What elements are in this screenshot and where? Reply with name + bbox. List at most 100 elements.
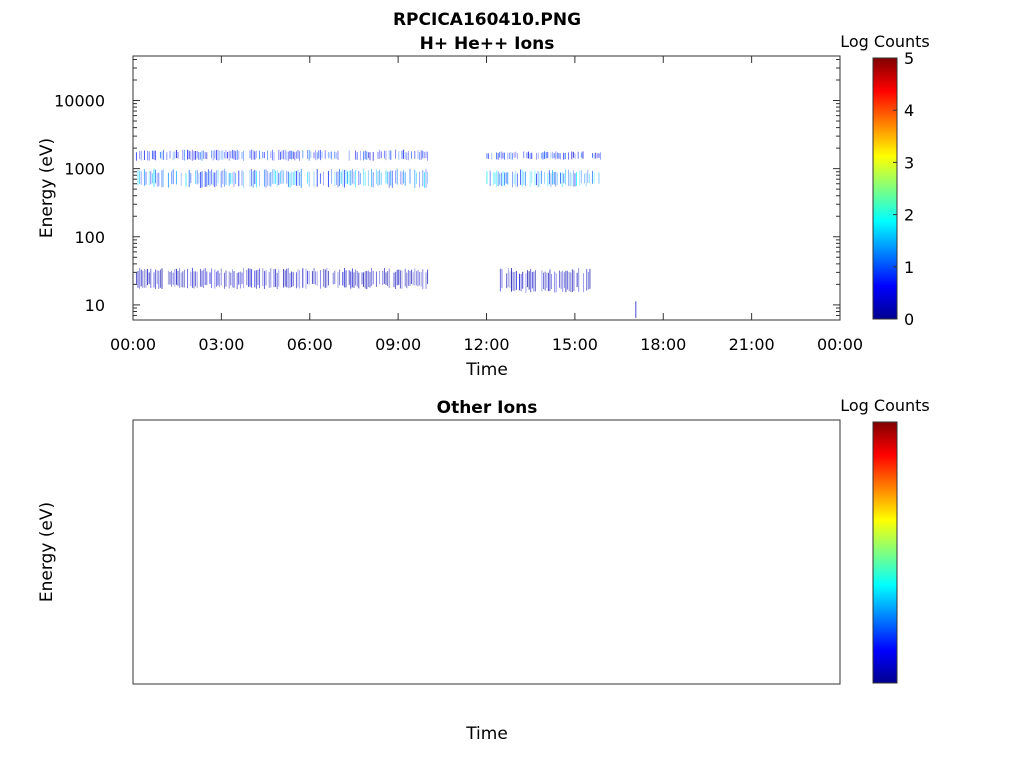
spectrogram-stripe (596, 153, 598, 159)
panel-bottom: Other Ions Energy (eV) Time Log Counts (37, 396, 930, 744)
spectrogram-stripe (369, 152, 371, 161)
spectrogram-stripe (334, 270, 336, 284)
spectrogram-stripe (228, 150, 230, 161)
spectrogram-stripe (512, 271, 514, 291)
spectrogram-stripe (332, 272, 334, 285)
spectrogram-stripe (169, 150, 171, 159)
spectrogram-stripe (193, 151, 195, 160)
spectrogram-stripe (511, 268, 512, 292)
spectrogram-stripe (598, 153, 600, 158)
spectrogram-stripe (209, 272, 211, 284)
spectrogram-stripe (238, 272, 240, 285)
spectrogram-stripe (289, 172, 291, 188)
colorbar-tick-label: 4 (904, 101, 914, 120)
spectrogram-stripe (364, 171, 366, 186)
spectrogram-stripe (231, 269, 233, 288)
spectrogram-stripe (159, 151, 161, 159)
spectrogram-stripe (198, 173, 200, 184)
spectrogram-stripe (195, 170, 197, 184)
spectrogram-stripe (534, 170, 536, 186)
spectrogram-stripe (571, 151, 573, 160)
spectrogram-stripe (145, 171, 147, 185)
spectrogram-stripe (409, 270, 411, 286)
spectrogram-stripe (331, 151, 333, 160)
spectrogram-stripe (371, 267, 373, 286)
spectrogram-stripe (507, 268, 509, 288)
panel-title: H+ He++ Ions (420, 34, 555, 54)
spectrogram-stripe (273, 168, 275, 185)
spectrogram-stripe (217, 270, 219, 286)
spectrogram-stripe (220, 171, 222, 188)
spectrogram-stripe (153, 272, 155, 288)
spectrogram-stripe (559, 270, 560, 288)
spectrogram-stripe (499, 268, 501, 292)
spectrogram-stripe (148, 272, 150, 284)
spectrogram-stripe (143, 169, 145, 186)
spectrogram-stripe (223, 272, 225, 289)
spectrogram-stripe (537, 152, 539, 159)
spectrogram-stripe (321, 151, 323, 159)
spectrogram-stripe (259, 268, 261, 289)
spectrogram-stripe (155, 269, 157, 289)
spectrogram-stripe (363, 272, 365, 287)
spectrogram-stripe (307, 171, 309, 184)
spectrogram-stripe (326, 268, 328, 288)
spectrogram-stripe (283, 268, 285, 288)
spectrogram-stripe (171, 171, 173, 184)
spectrogram-stripe (502, 171, 504, 187)
spectrogram-stripe (350, 170, 352, 186)
spectrogram-stripe (422, 150, 424, 159)
spectrogram-stripe (565, 270, 567, 293)
colorbar-label: Log Counts (840, 32, 930, 51)
spectrogram-stripe (297, 149, 299, 159)
spectrogram-stripe (505, 172, 507, 184)
spectrogram-stripe (235, 172, 237, 184)
colorbar-gradient (872, 57, 898, 320)
x-axis-label: Time (465, 360, 508, 380)
spectrogram-stripe (230, 151, 232, 159)
spectrogram-stripe (343, 267, 345, 288)
spectrogram-stripe (337, 171, 339, 188)
x-tick-label: 00:00 (817, 335, 863, 354)
spectrogram-stripe (233, 150, 235, 160)
spectrogram-band (486, 169, 600, 188)
spectrogram-stripe (319, 270, 321, 289)
spectrogram-stripe (225, 150, 227, 159)
spectrogram-stripe (337, 272, 339, 288)
spectrogram-stripe (544, 171, 545, 184)
spectrogram-stripe (404, 172, 406, 186)
spectrogram-stripe (347, 171, 349, 184)
spectrogram-stripe (196, 271, 198, 288)
spectrogram-stripe (180, 272, 182, 288)
spectrogram-stripe (188, 150, 190, 159)
spectrogram-stripe (550, 152, 552, 159)
spectrogram-stripe (519, 273, 520, 291)
spectrogram-stripe (403, 149, 405, 159)
spectrogram-stripe (568, 152, 569, 160)
spectrogram-stripe (204, 268, 206, 286)
spectrogram-stripe (546, 272, 548, 289)
spectrogram-stripe (553, 172, 555, 185)
spectrogram-stripe (307, 150, 309, 159)
spectrogram-stripe (536, 152, 537, 160)
spectrogram-stripe (504, 172, 505, 186)
spectrogram-stripe (201, 171, 203, 188)
spectrogram-stripe (292, 151, 294, 159)
spectrogram-stripe (419, 272, 421, 286)
spectrogram-stripe (547, 151, 549, 159)
spectrogram-stripe (427, 151, 429, 161)
spectrogram-stripe (356, 270, 358, 287)
spectrogram-stripe (561, 172, 563, 187)
colorbar-ticks: 0 1 2 3 4 5 (893, 49, 914, 329)
colorbar-tick-label: 2 (904, 206, 914, 225)
spectrogram-stripe (576, 272, 578, 288)
spectrogram-stripe (327, 170, 329, 188)
x-tick-label: 00:00 (110, 335, 156, 354)
spectrogram-stripe (233, 271, 235, 288)
spectrogram-stripe (412, 272, 414, 286)
spectrogram-stripe (553, 153, 555, 159)
spectrogram-stripe (159, 269, 161, 288)
spectrogram-stripe (209, 170, 211, 186)
spectrogram-stripe (287, 267, 289, 289)
spectrogram-stripe (243, 150, 245, 161)
